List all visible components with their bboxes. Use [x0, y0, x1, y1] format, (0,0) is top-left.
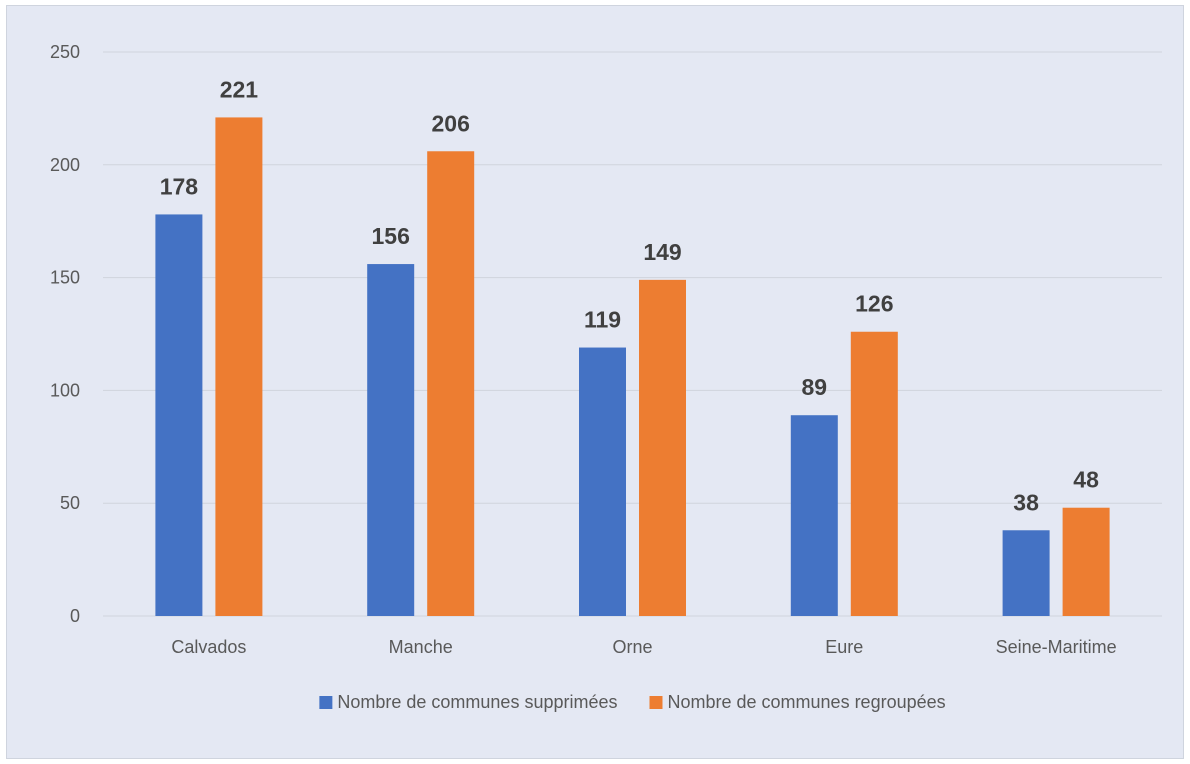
bar-manche-series-2 — [427, 151, 475, 616]
y-tick-label: 0 — [70, 606, 80, 626]
legend-item: Nombre de communes regroupées — [649, 692, 946, 712]
bar-calvados-series-1 — [155, 214, 203, 616]
data-label: 221 — [220, 76, 259, 102]
y-tick-label: 200 — [50, 155, 80, 175]
data-label: 178 — [160, 173, 199, 199]
category-label: Seine-Maritime — [996, 637, 1117, 657]
bar-orne-series-2 — [639, 279, 686, 616]
data-label: 38 — [1013, 489, 1039, 515]
data-label: 206 — [432, 110, 470, 136]
category-label: Orne — [612, 637, 652, 657]
data-label: 119 — [584, 307, 621, 333]
legend-label: Nombre de communes regroupées — [667, 692, 945, 712]
y-tick-label: 50 — [60, 493, 80, 513]
bar-seine-maritime-series-2 — [1062, 507, 1110, 616]
data-label: 149 — [643, 239, 681, 265]
data-label: 156 — [372, 223, 410, 249]
legend-swatch — [319, 696, 333, 709]
y-tick-label: 150 — [50, 268, 80, 288]
legend: Nombre de communes supprimées Nombre de c… — [319, 692, 946, 712]
legend-item: Nombre de communes supprimées — [319, 692, 617, 712]
data-labels: 178 221 156 206 119 149 89 126 38 48 — [160, 76, 1099, 515]
data-label: 48 — [1073, 467, 1099, 493]
bar-orne-series-1 — [579, 347, 626, 616]
legend-label: Nombre de communes supprimées — [337, 692, 617, 712]
bar-eure-series-1 — [790, 415, 838, 616]
category-label: Manche — [389, 637, 453, 657]
y-axis-tick-labels: 0 50 100 150 200 250 — [50, 42, 80, 626]
y-tick-label: 100 — [50, 380, 80, 400]
bar-seine-maritime-series-1 — [1002, 530, 1050, 616]
data-label: 126 — [855, 291, 893, 317]
bar-manche-series-1 — [367, 264, 415, 616]
x-axis-category-labels: Calvados Manche Orne Eure Seine-Maritime — [171, 637, 1116, 657]
bars — [155, 117, 1110, 616]
data-label: 89 — [802, 374, 828, 400]
bar-calvados-series-2 — [215, 117, 263, 616]
legend-swatch — [649, 696, 663, 709]
bar-eure-series-2 — [850, 331, 898, 616]
category-label: Calvados — [171, 637, 246, 657]
gridlines — [103, 51, 1162, 617]
y-tick-label: 250 — [50, 42, 80, 62]
category-label: Eure — [825, 637, 863, 657]
